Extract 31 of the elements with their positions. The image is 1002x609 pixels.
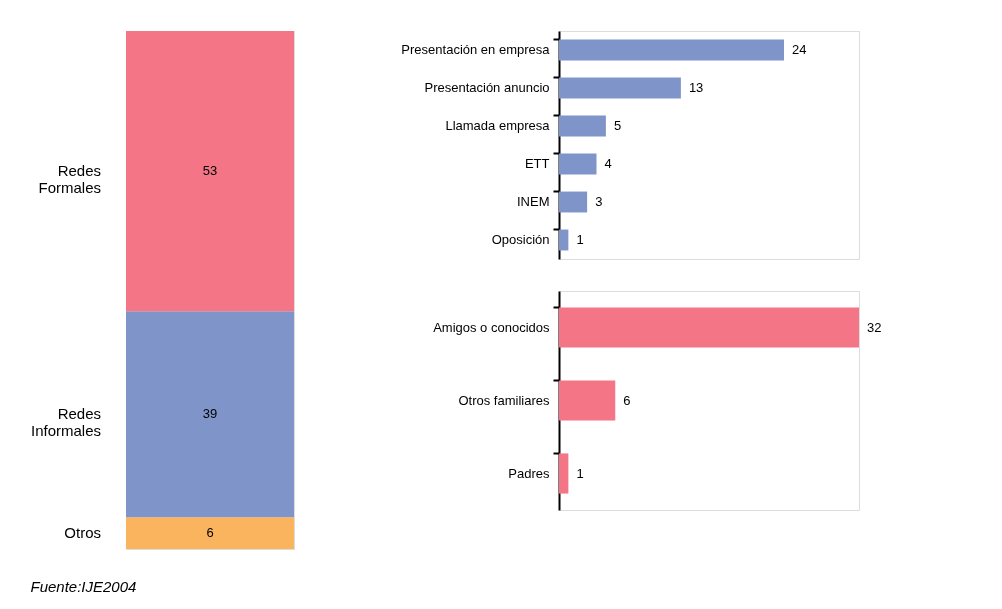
data-label: 53 bbox=[202, 163, 218, 179]
bar bbox=[559, 115, 606, 137]
bar bbox=[559, 153, 597, 175]
source-note: Fuente:IJE2004 bbox=[30, 577, 137, 595]
y-tick-label: ETT bbox=[524, 156, 550, 171]
y-tick-label: Llamada empresa bbox=[445, 118, 551, 133]
series-label: Redes Formales bbox=[38, 162, 101, 197]
data-label: 13 bbox=[688, 80, 704, 95]
data-label: 1 bbox=[576, 465, 584, 481]
data-label: 32 bbox=[867, 319, 882, 335]
data-label: 1 bbox=[576, 232, 584, 247]
data-label: 3 bbox=[595, 194, 603, 209]
data-label: 6 bbox=[623, 392, 631, 408]
y-tick-label: Padres bbox=[508, 465, 550, 481]
data-label: 4 bbox=[604, 156, 612, 171]
series-label: Otros bbox=[64, 524, 101, 542]
data-label: 6 bbox=[206, 525, 214, 541]
data-label: 39 bbox=[202, 406, 218, 422]
y-tick-label: Amigos o conocidos bbox=[433, 319, 550, 335]
series-label: Redes Informales bbox=[30, 405, 101, 440]
y-tick-label: Presentación en empresa bbox=[401, 42, 551, 57]
bar bbox=[559, 77, 681, 99]
y-tick-label: Presentación anuncio bbox=[424, 80, 550, 95]
data-label: 24 bbox=[792, 42, 807, 57]
bar bbox=[559, 229, 569, 251]
y-tick-label: INEM bbox=[517, 194, 550, 209]
y-tick-label: Oposición bbox=[491, 232, 550, 247]
bar bbox=[559, 191, 588, 213]
y-tick-label: Otros familiares bbox=[458, 392, 550, 408]
bar bbox=[559, 39, 784, 61]
data-label: 5 bbox=[613, 118, 622, 133]
